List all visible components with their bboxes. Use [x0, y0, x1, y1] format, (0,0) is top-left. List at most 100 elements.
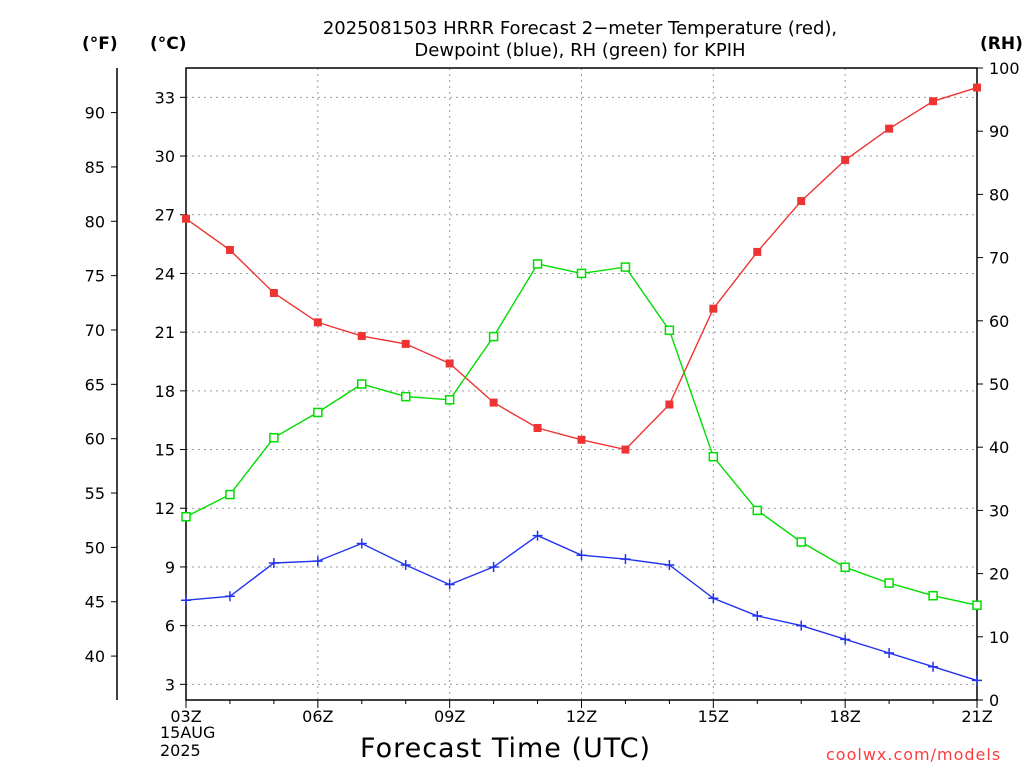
- rh-point: [181, 511, 191, 522]
- rh-point: [269, 432, 279, 443]
- x-tick-label: 21Z: [961, 707, 992, 726]
- dewpoint-point: [752, 610, 763, 621]
- rh-tick-label: 60: [989, 312, 1009, 331]
- fahrenheit-tick-label: 80: [85, 212, 105, 231]
- x-axis-label: Forecast Time (UTC): [360, 733, 652, 764]
- temperature-point: [973, 83, 981, 92]
- rh-tick-label: 70: [989, 249, 1009, 268]
- temperature-point: [401, 339, 410, 348]
- x-tick-label: 03Z: [170, 707, 201, 726]
- rh-point: [708, 451, 719, 462]
- temperature-point: [665, 400, 674, 409]
- rh-point: [532, 259, 543, 269]
- start-date-day: 15AUG: [160, 723, 216, 742]
- rh-point: [357, 379, 367, 389]
- celsius-axis-unit: (°C): [150, 34, 187, 54]
- rh-point: [576, 268, 587, 279]
- rh-point: [664, 325, 675, 336]
- fahrenheit-tick-label: 40: [85, 647, 105, 666]
- start-date-year: 2025: [160, 741, 201, 760]
- dewpoint-point: [356, 538, 367, 549]
- rh-point: [884, 578, 894, 588]
- source-credit: coolwx.com/models: [826, 745, 1002, 764]
- fahrenheit-tick-label: 55: [85, 484, 105, 503]
- temperature-point: [182, 214, 190, 223]
- dewpoint-point: [444, 579, 455, 590]
- fahrenheit-tick-label: 50: [85, 538, 105, 557]
- rh-tick-label: 50: [989, 375, 1009, 394]
- temperature-point: [797, 197, 806, 206]
- dewpoint-point: [796, 620, 807, 631]
- temperature-point: [269, 289, 278, 298]
- fahrenheit-tick-label: 90: [85, 104, 105, 123]
- celsius-tick-label: 3: [165, 675, 175, 694]
- dewpoint-point: [400, 559, 411, 570]
- temperature-point: [841, 155, 850, 164]
- celsius-tick-label: 21: [155, 323, 175, 342]
- temperature-point: [621, 445, 630, 454]
- temperature-point: [929, 97, 938, 106]
- rh-point: [752, 505, 763, 516]
- rh-point: [840, 562, 850, 573]
- dewpoint-point: [928, 661, 939, 672]
- temperature-point: [709, 304, 718, 313]
- rh-point: [400, 391, 411, 402]
- chart-title-line2: Dewpoint (blue), RH (green) for KPIH: [414, 40, 746, 61]
- fahrenheit-tick-label: 75: [85, 267, 105, 286]
- temperature-point: [225, 245, 234, 254]
- temperature-point: [489, 398, 498, 407]
- celsius-tick-label: 9: [165, 558, 175, 577]
- plot-frame: [185, 67, 978, 701]
- celsius-tick-label: 33: [155, 88, 175, 107]
- dewpoint-point: [532, 530, 543, 541]
- fahrenheit-tick-label: 65: [85, 375, 105, 394]
- rh-point: [225, 489, 235, 500]
- rh-tick-label: 100: [989, 59, 1020, 78]
- rh-axis-unit: (RH): [980, 34, 1023, 54]
- celsius-tick-label: 24: [155, 264, 175, 283]
- temperature-point: [445, 359, 454, 368]
- x-tick-label: 18Z: [830, 707, 861, 726]
- fahrenheit-tick-label: 45: [85, 593, 105, 612]
- rh-tick-label: 0: [989, 691, 999, 710]
- celsius-tick-label: 18: [155, 382, 175, 401]
- rh-point: [620, 262, 631, 272]
- temperature-point: [753, 247, 762, 256]
- rh-tick-label: 40: [989, 438, 1009, 457]
- dewpoint-point: [181, 595, 191, 606]
- rh-tick-label: 30: [989, 501, 1009, 520]
- dewpoint-point: [576, 550, 587, 561]
- fahrenheit-tick-label: 85: [85, 158, 105, 177]
- rh-tick-label: 80: [989, 185, 1009, 204]
- celsius-tick-label: 15: [155, 441, 175, 460]
- rh-tick-label: 20: [989, 565, 1009, 584]
- dewpoint-point: [312, 556, 323, 567]
- x-tick-label: 06Z: [302, 707, 333, 726]
- rh-tick-label: 90: [989, 122, 1009, 141]
- x-tick-label: 12Z: [566, 707, 597, 726]
- chart-title-line1: 2025081503 HRRR Forecast 2−meter Tempera…: [322, 18, 838, 39]
- dewpoint-point: [664, 559, 675, 570]
- temperature-point: [577, 435, 586, 444]
- temperature-point: [313, 318, 322, 327]
- dewpoint-point: [224, 591, 235, 602]
- temperature-point: [885, 124, 894, 133]
- rh-point: [444, 395, 455, 405]
- celsius-tick-label: 27: [155, 206, 175, 225]
- rh-point: [488, 331, 499, 342]
- x-tick-label: 09Z: [434, 707, 465, 726]
- dewpoint-point: [488, 561, 499, 572]
- fahrenheit-tick-label: 70: [85, 321, 105, 340]
- dewpoint-point: [708, 593, 719, 604]
- rh-point: [972, 600, 982, 610]
- rh-point: [796, 537, 806, 547]
- celsius-tick-label: 12: [155, 499, 175, 518]
- celsius-tick-label: 30: [155, 147, 175, 166]
- temperature-point: [357, 332, 366, 341]
- dewpoint-point: [268, 558, 279, 569]
- rh-tick-label: 10: [989, 628, 1009, 647]
- dewpoint-point: [840, 634, 851, 645]
- temperature-point: [533, 424, 542, 433]
- dewpoint-point: [884, 648, 895, 659]
